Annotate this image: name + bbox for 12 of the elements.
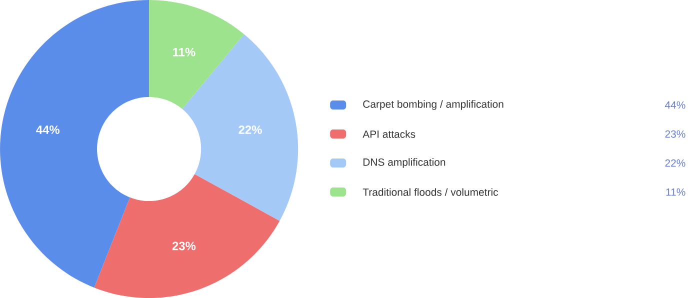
text: 11% — [666, 188, 686, 196]
legend-label: API attacks — [362, 130, 416, 138]
legend-label: DNS amplification — [363, 158, 446, 168]
data-label: 22% — [238, 125, 262, 134]
text: 22% — [665, 159, 686, 167]
data-label: 44% — [36, 126, 60, 134]
text: 44% — [664, 101, 686, 109]
data-label: 23% — [172, 242, 196, 250]
legend-label: Carpet bombing / amplification — [363, 100, 504, 110]
data-label: 11% — [173, 48, 196, 56]
legend-label: Traditional floods / volumetric — [362, 188, 498, 196]
text: 23% — [665, 130, 686, 138]
